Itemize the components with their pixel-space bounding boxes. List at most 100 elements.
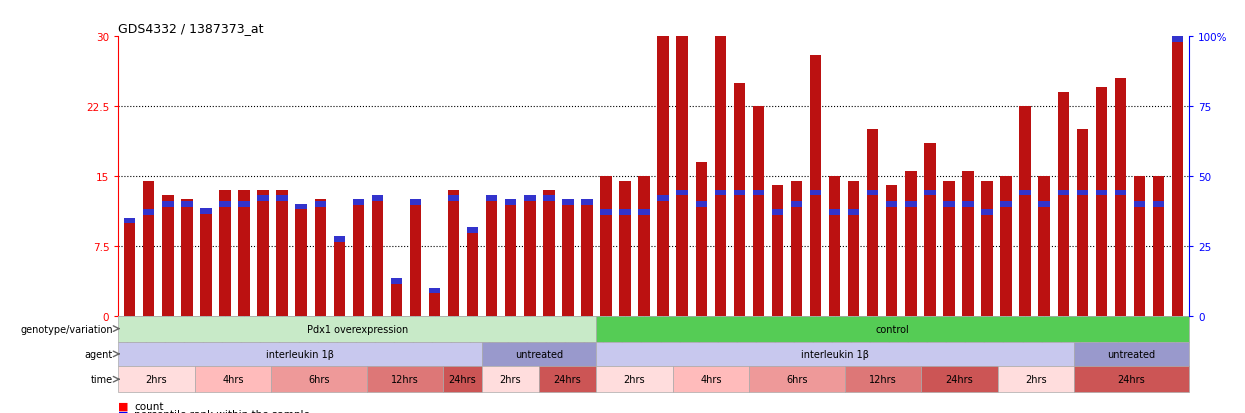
- Bar: [524, 196, 535, 202]
- Bar: [772, 186, 783, 316]
- Bar: [715, 190, 726, 196]
- Bar: [118, 342, 482, 366]
- Bar: [124, 218, 136, 224]
- Bar: [334, 237, 345, 316]
- Bar: [619, 210, 631, 216]
- Bar: [118, 366, 194, 392]
- Text: interleukin 1β: interleukin 1β: [266, 349, 334, 359]
- Bar: [181, 199, 193, 316]
- Text: ■: ■: [118, 409, 128, 413]
- Bar: [753, 107, 764, 316]
- Bar: [334, 237, 345, 242]
- Text: untreated: untreated: [1108, 349, 1155, 359]
- Bar: [867, 130, 879, 316]
- Bar: [581, 199, 593, 316]
- Bar: [143, 181, 154, 316]
- Bar: [981, 210, 992, 216]
- Bar: [1153, 202, 1164, 207]
- Text: 12hrs: 12hrs: [391, 374, 420, 384]
- Bar: [372, 195, 383, 316]
- Bar: [428, 288, 441, 294]
- Bar: [596, 316, 1189, 342]
- Bar: [367, 366, 443, 392]
- Text: ■: ■: [118, 401, 128, 411]
- Bar: [1134, 176, 1145, 316]
- Bar: [1057, 93, 1069, 316]
- Bar: [1172, 37, 1183, 43]
- Bar: [1172, 37, 1183, 316]
- Text: 24hrs: 24hrs: [554, 374, 581, 384]
- Text: 2hrs: 2hrs: [624, 374, 645, 384]
- Bar: [1057, 190, 1069, 196]
- Bar: [524, 195, 535, 316]
- Bar: [829, 176, 840, 316]
- Bar: [1134, 202, 1145, 207]
- Text: 24hrs: 24hrs: [1118, 374, 1145, 384]
- Text: agent: agent: [85, 349, 113, 359]
- Bar: [733, 190, 745, 196]
- Bar: [749, 366, 845, 392]
- Bar: [944, 181, 955, 316]
- Bar: [219, 190, 230, 316]
- Bar: [733, 83, 745, 316]
- Bar: [467, 228, 478, 316]
- Bar: [845, 366, 921, 392]
- Bar: [1020, 107, 1031, 316]
- Bar: [1020, 190, 1031, 196]
- Bar: [448, 196, 459, 202]
- Text: 6hrs: 6hrs: [309, 374, 330, 384]
- Text: interleukin 1β: interleukin 1β: [802, 349, 869, 359]
- Bar: [676, 190, 688, 196]
- Bar: [295, 204, 306, 316]
- Text: 2hrs: 2hrs: [146, 374, 167, 384]
- Bar: [1038, 202, 1050, 207]
- Bar: [1001, 202, 1012, 207]
- Bar: [486, 196, 498, 202]
- Bar: [539, 366, 596, 392]
- Bar: [563, 199, 574, 316]
- Bar: [1096, 88, 1107, 316]
- Bar: [657, 196, 669, 202]
- Bar: [391, 279, 402, 284]
- Bar: [162, 202, 173, 207]
- Bar: [505, 199, 517, 316]
- Bar: [200, 209, 212, 316]
- Bar: [295, 204, 306, 210]
- Bar: [276, 196, 288, 202]
- Bar: [981, 181, 992, 316]
- Bar: [1038, 176, 1050, 316]
- Bar: [886, 186, 898, 316]
- Bar: [596, 342, 1074, 366]
- Bar: [486, 195, 498, 316]
- Bar: [696, 163, 707, 316]
- Bar: [581, 199, 593, 205]
- Bar: [194, 366, 271, 392]
- Bar: [600, 176, 611, 316]
- Bar: [352, 199, 364, 205]
- Bar: [505, 199, 517, 205]
- Bar: [238, 202, 250, 207]
- Bar: [997, 366, 1074, 392]
- Bar: [258, 196, 269, 202]
- Bar: [1153, 176, 1164, 316]
- Bar: [443, 366, 482, 392]
- Bar: [848, 210, 859, 216]
- Text: count: count: [134, 401, 164, 411]
- Bar: [448, 190, 459, 316]
- Bar: [143, 210, 154, 216]
- Bar: [924, 190, 935, 196]
- Text: Pdx1 overexpression: Pdx1 overexpression: [306, 324, 408, 334]
- Bar: [543, 190, 554, 316]
- Bar: [1074, 342, 1189, 366]
- Text: 2hrs: 2hrs: [1025, 374, 1047, 384]
- Bar: [905, 172, 916, 316]
- Bar: [428, 288, 441, 316]
- Bar: [715, 37, 726, 316]
- Bar: [924, 144, 935, 316]
- Text: 2hrs: 2hrs: [499, 374, 522, 384]
- Bar: [619, 181, 631, 316]
- Bar: [1114, 79, 1127, 316]
- Bar: [1074, 366, 1189, 392]
- Bar: [124, 218, 136, 316]
- Bar: [962, 202, 974, 207]
